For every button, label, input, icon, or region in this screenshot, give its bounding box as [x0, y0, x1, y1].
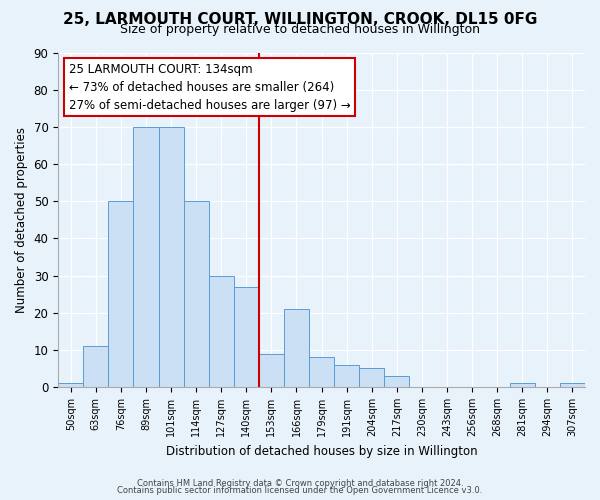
Bar	[184, 201, 209, 387]
Bar	[309, 358, 334, 387]
Bar	[359, 368, 384, 387]
Text: Contains public sector information licensed under the Open Government Licence v3: Contains public sector information licen…	[118, 486, 482, 495]
Bar	[384, 376, 409, 387]
Bar	[109, 201, 133, 387]
Text: 25 LARMOUTH COURT: 134sqm
← 73% of detached houses are smaller (264)
27% of semi: 25 LARMOUTH COURT: 134sqm ← 73% of detac…	[68, 62, 350, 112]
Text: Size of property relative to detached houses in Willington: Size of property relative to detached ho…	[120, 22, 480, 36]
Bar	[259, 354, 284, 387]
Bar	[510, 384, 535, 387]
Bar	[58, 384, 83, 387]
Text: 25, LARMOUTH COURT, WILLINGTON, CROOK, DL15 0FG: 25, LARMOUTH COURT, WILLINGTON, CROOK, D…	[63, 12, 537, 28]
X-axis label: Distribution of detached houses by size in Willington: Distribution of detached houses by size …	[166, 444, 478, 458]
Bar	[83, 346, 109, 387]
Bar	[560, 384, 585, 387]
Bar	[209, 276, 234, 387]
Bar	[158, 127, 184, 387]
Y-axis label: Number of detached properties: Number of detached properties	[15, 127, 28, 313]
Bar	[284, 309, 309, 387]
Bar	[234, 286, 259, 387]
Bar	[133, 127, 158, 387]
Bar	[334, 365, 359, 387]
Text: Contains HM Land Registry data © Crown copyright and database right 2024.: Contains HM Land Registry data © Crown c…	[137, 478, 463, 488]
